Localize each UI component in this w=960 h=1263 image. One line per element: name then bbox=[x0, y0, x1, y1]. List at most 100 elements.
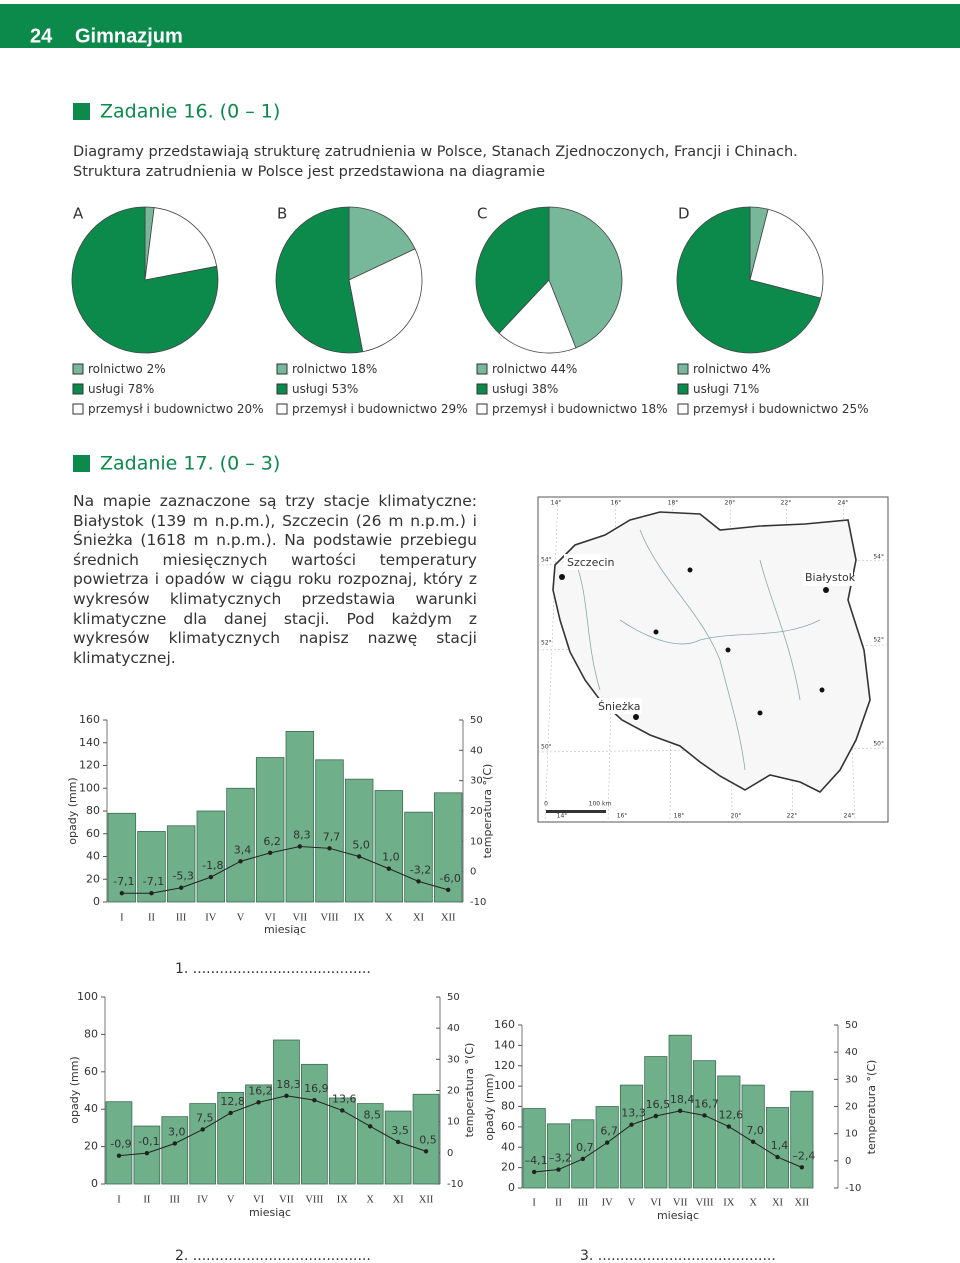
legend-category: usługi bbox=[693, 382, 729, 396]
y-tick-label: 160 bbox=[494, 1018, 515, 1031]
legend-swatch bbox=[476, 383, 488, 395]
x-tick-label: VI bbox=[650, 1197, 662, 1208]
pie-slice bbox=[144, 207, 218, 281]
temperature-point bbox=[629, 1122, 634, 1127]
temperature-point bbox=[178, 885, 184, 890]
y-tick-label: 60 bbox=[84, 1065, 98, 1078]
x-tick-label: III bbox=[176, 912, 187, 923]
x-tick-label: VIII bbox=[305, 1194, 324, 1205]
temperature-label: 16,9 bbox=[304, 1082, 329, 1095]
legend-entry: przemysł i budownictwo 25% bbox=[693, 402, 869, 416]
y-tick-label: 140 bbox=[494, 1038, 515, 1051]
legend-swatch bbox=[677, 383, 689, 395]
legend-value: 4% bbox=[752, 362, 771, 376]
legend-value: 25% bbox=[842, 402, 869, 416]
temperature-label: 5,0 bbox=[352, 839, 370, 852]
precipitation-bar bbox=[255, 757, 285, 903]
temperature-point bbox=[144, 1150, 150, 1156]
y-tick-label: 140 bbox=[79, 736, 100, 749]
y-tick-label: 20 bbox=[86, 872, 100, 885]
latitude-label: 52° bbox=[541, 640, 552, 647]
x-tick-label: V bbox=[237, 912, 245, 923]
precipitation-bar bbox=[741, 1084, 765, 1189]
pie-slice bbox=[548, 206, 623, 349]
y-tick-label: 120 bbox=[494, 1059, 515, 1072]
longitude-label: 14° bbox=[557, 813, 568, 820]
temperature-label: –4,1 bbox=[525, 1154, 548, 1167]
temperature-point bbox=[356, 854, 362, 859]
temperature-label: -0,1 bbox=[138, 1135, 159, 1148]
precipitation-bar bbox=[226, 787, 255, 903]
x-tick-label: X bbox=[366, 1194, 374, 1205]
y2-tick-label: 40 bbox=[447, 1023, 460, 1034]
y-tick-label: 160 bbox=[79, 713, 100, 726]
legend-category: rolnictwo bbox=[492, 362, 547, 376]
x-tick-label: X bbox=[385, 912, 393, 923]
legend-swatch bbox=[72, 363, 84, 375]
precipitation-bar bbox=[571, 1119, 595, 1189]
temperature-point bbox=[172, 1141, 177, 1146]
legend-value: 38% bbox=[532, 382, 559, 396]
y2-tick-label: 40 bbox=[845, 1047, 858, 1058]
y2-tick-label: -10 bbox=[447, 1179, 463, 1190]
x-tick-label: XI bbox=[393, 1194, 405, 1205]
station-label: Szczecin bbox=[567, 556, 614, 569]
longitude-label: 24° bbox=[844, 813, 855, 820]
precipitation-bar bbox=[790, 1090, 814, 1189]
x-tick-label: VI bbox=[253, 1194, 265, 1205]
y2-tick-label: -10 bbox=[845, 1183, 861, 1194]
temperature-label: 0,7 bbox=[576, 1141, 594, 1154]
temperature-point bbox=[284, 1093, 289, 1098]
precipitation-bar bbox=[433, 792, 463, 903]
temperature-point bbox=[395, 1139, 401, 1145]
precipitation-bar bbox=[384, 1110, 412, 1185]
latitude-label: 54° bbox=[873, 554, 884, 561]
temperature-point bbox=[580, 1156, 586, 1162]
y-axis-title: opady (mm) bbox=[483, 1073, 496, 1140]
y2-tick-label: 50 bbox=[447, 992, 460, 1003]
answer-line: 3. .....................................… bbox=[580, 1248, 776, 1263]
y-tick-label: 0 bbox=[91, 1177, 98, 1190]
temperature-point bbox=[297, 844, 303, 849]
legend-swatch bbox=[677, 363, 689, 375]
y2-tick-label: 20 bbox=[470, 806, 483, 817]
x-tick-label: VIII bbox=[320, 912, 339, 923]
answer-line: 2. .....................................… bbox=[175, 1248, 371, 1263]
precipitation-bar bbox=[595, 1106, 619, 1189]
temperature-point bbox=[256, 1100, 261, 1105]
legend-entry: rolnictwo 2% bbox=[88, 362, 166, 376]
precipitation-bar bbox=[344, 778, 374, 903]
legend-value: 29% bbox=[441, 402, 468, 416]
pie-slice bbox=[348, 206, 416, 281]
heading-marker bbox=[73, 455, 90, 472]
temperature-label: –3,2 bbox=[549, 1152, 572, 1165]
longitude-label: 24° bbox=[838, 500, 849, 507]
x-axis-title: miesiąc bbox=[657, 1209, 699, 1222]
temperature-point bbox=[267, 850, 273, 856]
x-tick-label: I bbox=[532, 1197, 536, 1208]
pie-label: C bbox=[477, 205, 487, 223]
y2-tick-label: 10 bbox=[845, 1129, 858, 1140]
x-tick-label: IV bbox=[197, 1194, 208, 1205]
temperature-label: -0,9 bbox=[110, 1138, 131, 1151]
y2-tick-label: 0 bbox=[470, 867, 476, 878]
task-title: Zadanie 16. (0 – 1) bbox=[100, 101, 280, 123]
legend-value: 2% bbox=[147, 362, 166, 376]
legend-swatch bbox=[276, 403, 288, 415]
answer-line: 1. .....................................… bbox=[175, 961, 371, 977]
temperature-label: 12,8 bbox=[220, 1095, 245, 1108]
x-tick-label: I bbox=[117, 1194, 121, 1205]
temperature-label: 13,3 bbox=[621, 1107, 646, 1120]
y-tick-label: 80 bbox=[84, 1027, 98, 1040]
latitude-label: 54° bbox=[541, 557, 552, 564]
y2-tick-label: 30 bbox=[845, 1074, 858, 1085]
longitude-label: 20° bbox=[725, 500, 736, 507]
temperature-label: –2,4 bbox=[792, 1149, 815, 1162]
y-tick-label: 0 bbox=[93, 895, 100, 908]
section-title: Gimnazjum bbox=[75, 25, 183, 47]
pie-slice bbox=[348, 248, 423, 353]
legend-swatch bbox=[677, 403, 689, 415]
legend-value: 20% bbox=[237, 402, 264, 416]
y-tick-label: 100 bbox=[77, 990, 98, 1003]
